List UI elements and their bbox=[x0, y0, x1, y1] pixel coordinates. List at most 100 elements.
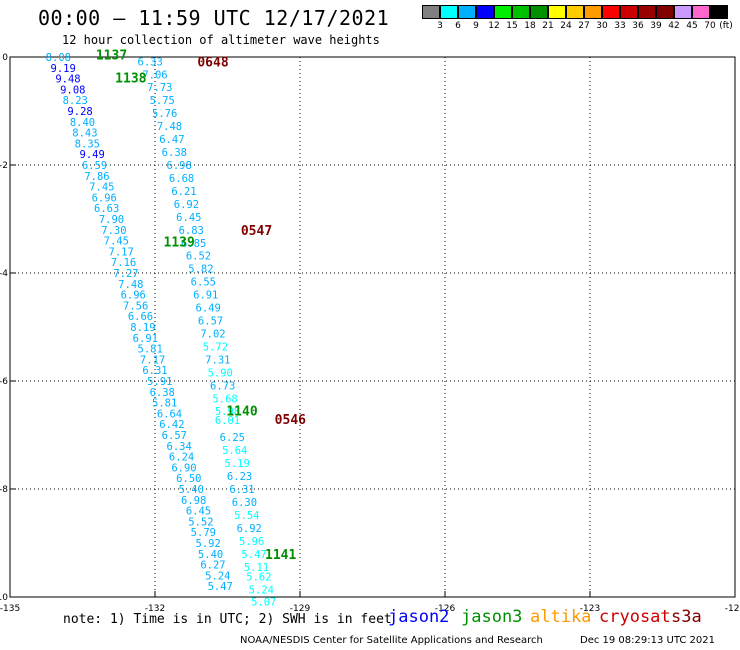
swh-value-jason3: 6.50 bbox=[176, 473, 201, 485]
legend-label: 33 bbox=[614, 21, 626, 31]
swh-value-jason3: 6.57 bbox=[162, 430, 187, 442]
legend-label: 70 bbox=[704, 21, 716, 31]
legend-label: 18 bbox=[524, 21, 536, 31]
legend-swatch bbox=[440, 5, 458, 19]
swh-value-jason3: 5.92 bbox=[196, 538, 221, 550]
swh-value-s3a: 6.45 bbox=[176, 212, 201, 224]
swh-value-s3a: 5.76 bbox=[152, 108, 177, 120]
swh-value-jason3: 7.48 bbox=[118, 279, 143, 291]
swh-value-jason3: 5.24 bbox=[205, 570, 230, 582]
satellite-label-jason2: jason2 bbox=[388, 607, 450, 627]
y-tick-label: -2 bbox=[0, 161, 8, 171]
legend-swatch bbox=[674, 5, 692, 19]
pass-time-label: 1138 bbox=[115, 72, 146, 87]
y-tick-label: -4 bbox=[0, 269, 8, 279]
swh-value-jason3: 5.79 bbox=[191, 527, 216, 539]
legend-label: 42 bbox=[668, 21, 680, 31]
swh-value-s3a: 5.75 bbox=[150, 95, 175, 107]
swh-value-jason3: 6.24 bbox=[169, 452, 194, 464]
footnote: note: 1) Time is in UTC; 2) SWH is in fe… bbox=[63, 612, 392, 627]
legend-label: 21 bbox=[542, 21, 554, 31]
swh-value-jason3: 7.45 bbox=[104, 236, 129, 248]
swh-value-s3a: 7.02 bbox=[200, 328, 225, 340]
swh-value-jason3: 5.40 bbox=[198, 549, 223, 561]
swh-value-jason3: 8.40 bbox=[70, 117, 95, 129]
x-tick-label: -123 bbox=[580, 604, 600, 614]
swh-value-s3a: 6.57 bbox=[198, 316, 223, 328]
swh-value-s3a: 5.07 bbox=[251, 596, 276, 608]
swh-value-s3a: 6.49 bbox=[196, 303, 221, 315]
swh-value-s3a: 5.62 bbox=[246, 571, 271, 583]
swh-value-s3a: 5.90 bbox=[208, 367, 233, 379]
swh-value-jason3: 7.45 bbox=[89, 182, 114, 194]
swh-value-s3a: 6.30 bbox=[232, 497, 257, 509]
y-tick-label: 0 bbox=[2, 53, 8, 63]
swh-value-s3a: 6.92 bbox=[174, 199, 199, 211]
swh-value-jason3: 8.43 bbox=[72, 128, 97, 140]
legend-swatch bbox=[512, 5, 530, 19]
swh-value-jason3: 8.35 bbox=[75, 138, 100, 150]
swh-value-jason3: 6.38 bbox=[150, 387, 175, 399]
swh-value-jason3: 5.81 bbox=[138, 344, 163, 356]
swh-value-s3a: 6.98 bbox=[167, 160, 192, 172]
swh-value-jason3: 9.19 bbox=[51, 63, 76, 75]
legend-label: 24 bbox=[560, 21, 572, 31]
swh-value-s3a: 7.31 bbox=[205, 354, 230, 366]
swh-value-s3a: 5.24 bbox=[249, 584, 274, 596]
swh-value-s3a: 5.68 bbox=[212, 393, 237, 405]
swh-value-jason3: 8.19 bbox=[130, 322, 155, 334]
legend-swatch bbox=[494, 5, 512, 19]
swh-value-jason3: 7.17 bbox=[109, 246, 134, 258]
x-tick-label: -120 bbox=[725, 604, 740, 614]
legend-label: 30 bbox=[596, 21, 608, 31]
legend-label: 39 bbox=[650, 21, 662, 31]
map-frame bbox=[9, 56, 736, 598]
swh-value-jason3: 5.91 bbox=[147, 376, 172, 388]
swh-value-s3a: 6.21 bbox=[171, 186, 196, 198]
swh-value-jason3: 5.47 bbox=[208, 581, 233, 593]
satellite-label-s3a: s3a bbox=[671, 607, 702, 627]
swh-value-jason3: 7.86 bbox=[84, 171, 109, 183]
swh-value-s3a: 5.96 bbox=[239, 536, 264, 548]
legend-swatch bbox=[422, 5, 440, 19]
legend-label: 6 bbox=[455, 21, 461, 31]
swh-value-s3a: 5.98 bbox=[215, 406, 240, 418]
generation-timestamp: Dec 19 08:29:13 UTC 2021 bbox=[580, 635, 715, 646]
legend-swatch bbox=[656, 5, 674, 19]
legend-swatch bbox=[566, 5, 584, 19]
swh-value-jason3: 6.42 bbox=[159, 419, 184, 431]
swh-value-s3a: 5.11 bbox=[244, 562, 269, 574]
pass-time-label: 1139 bbox=[164, 236, 195, 251]
swh-value-s3a: 6.01 bbox=[215, 415, 240, 427]
page-subtitle: 12 hour collection of altimeter wave hei… bbox=[62, 33, 380, 47]
legend-label: 15 bbox=[506, 21, 518, 31]
y-tick-label: -10 bbox=[0, 593, 8, 603]
y-tick-label: -6 bbox=[0, 377, 8, 387]
swh-value-jason3: 5.52 bbox=[188, 516, 213, 528]
swh-value-s3a: 5.64 bbox=[222, 445, 247, 457]
swh-value-jason3: 7.30 bbox=[101, 225, 126, 237]
swh-value-jason3: 8.23 bbox=[63, 95, 88, 107]
satellite-label-cryosat: cryosat bbox=[599, 607, 671, 627]
swh-value-jason3: 7.27 bbox=[113, 268, 138, 280]
swh-value-jason3: 6.63 bbox=[94, 203, 119, 215]
swh-value-s3a: 5.47 bbox=[241, 549, 266, 561]
swh-value-s3a: 6.31 bbox=[229, 484, 254, 496]
swh-value-jason3: 6.91 bbox=[133, 333, 158, 345]
legend-swatch bbox=[548, 5, 566, 19]
swh-value-jason3: 7.56 bbox=[123, 300, 148, 312]
credit-line: NOAA/NESDIS Center for Satellite Applica… bbox=[240, 635, 543, 646]
swh-value-jason3: 9.49 bbox=[80, 149, 105, 161]
swh-value-s3a: 6.47 bbox=[159, 134, 184, 146]
swh-value-jason3: 6.34 bbox=[167, 441, 192, 453]
swh-value-jason3: 6.27 bbox=[200, 560, 225, 572]
swh-value-jason3: 7.16 bbox=[111, 257, 136, 269]
legend-swatch bbox=[620, 5, 638, 19]
x-tick-label: -132 bbox=[145, 604, 165, 614]
swh-value-s3a: 6.83 bbox=[179, 225, 204, 237]
legend-label: 12 bbox=[488, 21, 500, 31]
swh-value-s3a: 5.54 bbox=[234, 510, 259, 522]
swh-value-jason3: 6.59 bbox=[82, 160, 107, 172]
x-tick-label: -129 bbox=[290, 604, 311, 614]
